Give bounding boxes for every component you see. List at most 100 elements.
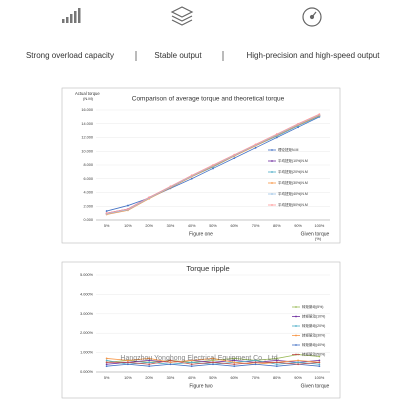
- point: [169, 359, 172, 362]
- point: [318, 365, 321, 368]
- point: [233, 361, 236, 364]
- point: [190, 174, 193, 177]
- point: [105, 357, 108, 360]
- point: [233, 359, 236, 362]
- watermark: Hangzhou Yonghong Electrical Equipment C…: [120, 355, 279, 362]
- chart-title: Comparison of average torque and theoret…: [132, 96, 285, 103]
- y-tick-label: 4.000%: [80, 292, 94, 296]
- legend-marker: [295, 306, 297, 308]
- legend-marker: [271, 204, 273, 206]
- x-tick-label: 10%: [124, 224, 132, 228]
- point: [148, 196, 151, 199]
- point: [275, 363, 278, 366]
- legend-marker: [271, 171, 273, 173]
- x-tick-label: 40%: [188, 224, 196, 228]
- point: [148, 363, 151, 366]
- y-tick-label: 8.000: [83, 163, 93, 167]
- y-tick-label: 4.000: [83, 191, 93, 195]
- x-tick-label: 30%: [167, 224, 175, 228]
- point: [105, 359, 108, 362]
- point: [212, 357, 214, 360]
- legend-marker: [271, 160, 273, 162]
- point: [212, 361, 214, 364]
- legend-label: 平均扭矩(40%)N.M: [278, 191, 308, 196]
- point: [190, 365, 193, 368]
- legend-marker: [271, 193, 273, 195]
- legend-label: 平均扭矩(20%)N.M: [278, 169, 308, 174]
- point: [297, 361, 299, 364]
- y-tick-label: 2.000%: [80, 331, 94, 335]
- x-tick-label: 10%: [124, 376, 132, 380]
- x-tick-label: 5%: [104, 224, 110, 228]
- point: [275, 361, 278, 364]
- legend-label: 转矩脉动(20%): [302, 323, 325, 328]
- legend-marker: [295, 344, 297, 346]
- x-axis-label: Figure one: [189, 231, 213, 237]
- point: [169, 361, 172, 364]
- y-tick-label: 10.000: [81, 149, 93, 153]
- point: [275, 133, 278, 135]
- chart-panel: [61, 87, 341, 244]
- x-tick-label: 70%: [252, 224, 260, 228]
- point: [318, 355, 321, 358]
- x-tick-label: 20%: [145, 224, 153, 228]
- point: [318, 363, 321, 366]
- point: [148, 359, 151, 362]
- y-axis-unit: (N.M): [83, 96, 94, 101]
- x-tick-label: 50%: [209, 376, 217, 380]
- point: [105, 363, 108, 366]
- legend-label: 转矩脉动(5%): [302, 304, 323, 309]
- x-axis-title: Given torque: [301, 231, 330, 237]
- legend-marker: [295, 315, 297, 318]
- point: [212, 167, 214, 170]
- icon-layers: [170, 6, 194, 26]
- x-tick-label: 100%: [315, 376, 325, 380]
- point: [318, 113, 321, 116]
- point: [212, 359, 214, 362]
- legend-label: 平均扭矩(50%)N.M: [278, 202, 308, 207]
- y-tick-label: 12.000: [81, 136, 93, 140]
- point: [233, 157, 236, 160]
- point: [275, 365, 278, 368]
- point: [254, 359, 257, 362]
- x-tick-label: 70%: [252, 376, 260, 380]
- point: [275, 359, 278, 362]
- point: [127, 363, 129, 366]
- point: [190, 361, 193, 364]
- point: [233, 153, 236, 156]
- legend-marker: [295, 325, 297, 327]
- point: [233, 363, 236, 366]
- point: [148, 357, 151, 360]
- point: [190, 359, 193, 362]
- charts: Comparison of average torque and theoret…: [75, 91, 330, 389]
- x-tick-label: 80%: [273, 376, 281, 380]
- legend-label: 转矩脉动(40%): [302, 342, 325, 347]
- point: [254, 361, 257, 364]
- point: [275, 136, 278, 139]
- x-tick-label: 60%: [230, 376, 238, 380]
- point: [105, 365, 108, 368]
- point: [148, 365, 151, 368]
- feature: Stable output: [154, 51, 202, 60]
- legend-label: 转矩脉动(50%): [302, 351, 325, 356]
- point: [127, 204, 129, 207]
- point: [254, 146, 257, 149]
- y-axis-label: Actual torque: [75, 91, 100, 96]
- legend-label: 转矩脉动(30%): [302, 332, 325, 337]
- x-tick-label: 60%: [230, 224, 238, 228]
- point: [318, 359, 321, 362]
- y-tick-label: 6.000: [83, 177, 93, 181]
- point: [297, 126, 299, 129]
- chart-title: Torque ripple: [186, 264, 229, 273]
- point: [212, 164, 214, 166]
- y-tick-label: 0.000%: [80, 370, 94, 374]
- point: [254, 363, 257, 366]
- legend-marker: [295, 353, 297, 356]
- point: [169, 363, 172, 366]
- x-tick-label: 30%: [167, 376, 175, 380]
- feature: High-precision and high-speed output: [247, 51, 381, 60]
- x-tick-label: 40%: [188, 376, 196, 380]
- x-tick-label: 80%: [273, 224, 281, 228]
- point: [127, 208, 129, 210]
